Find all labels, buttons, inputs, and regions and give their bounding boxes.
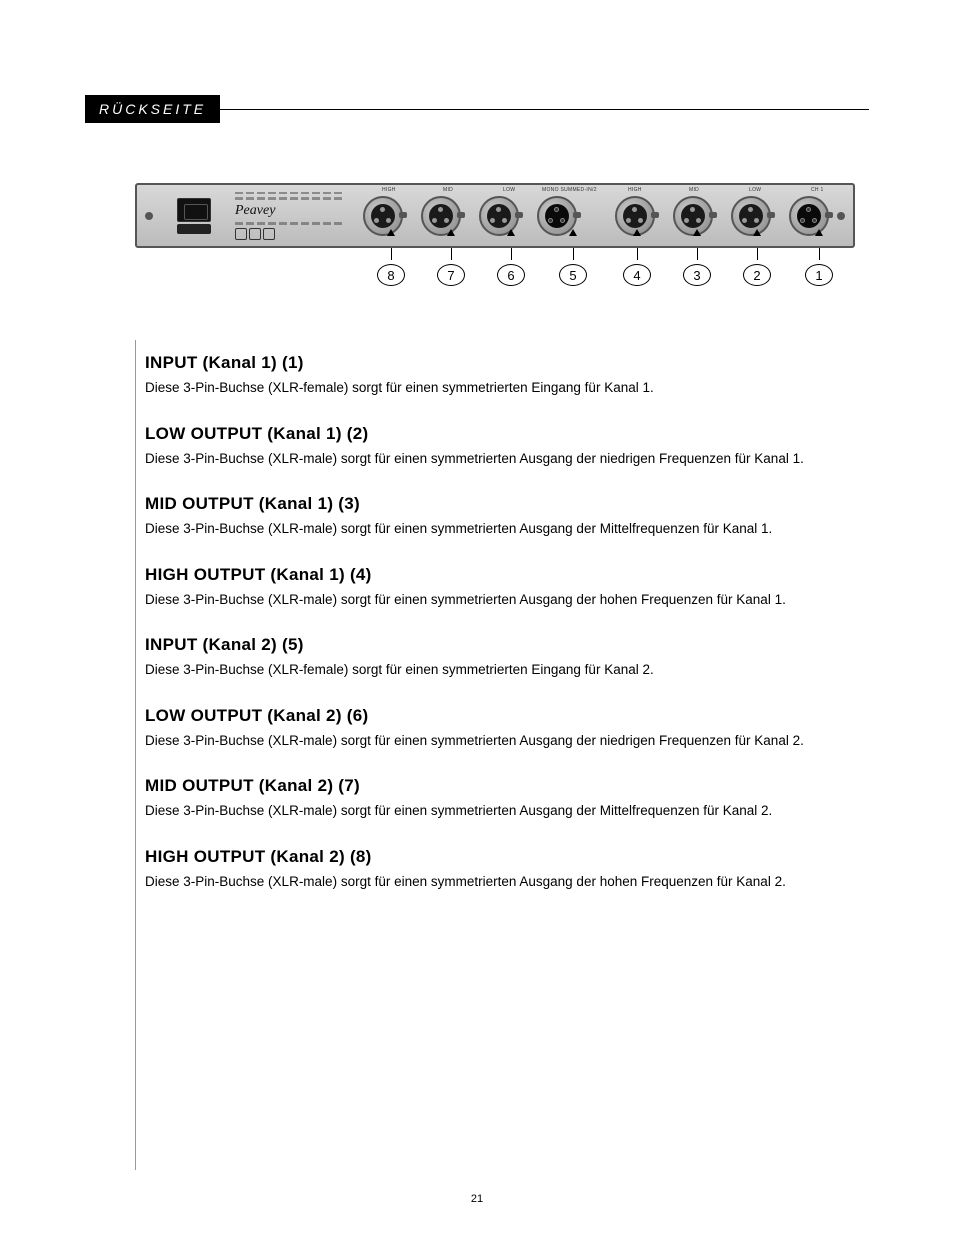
page-number: 21 [0,1193,954,1205]
panel-jack-label: MONO SUMMED-IN/2 [542,187,597,193]
callout-number: 8 [377,264,405,286]
section-header-tab: RÜCKSEITE [85,95,220,123]
description-section: HIGH OUTPUT (Kanal 2) (8) Diese 3-Pin-Buc… [145,847,859,892]
iec-inlet-icon [177,198,211,222]
panel-warning-text-icon [235,192,345,195]
callout-number: 3 [683,264,711,286]
section-header-row: RÜCKSEITE [85,95,869,123]
xlr-male-connector-icon [361,194,405,238]
callout-number: 6 [497,264,525,286]
panel-warning-text-icon [235,222,345,225]
vertical-rule [135,340,136,1170]
section-body: Diese 3-Pin-Buchse (XLR-male) sorgt für … [145,872,859,892]
panel-jack-label: MID [443,187,453,193]
arrow-up-icon [387,229,395,236]
callout-marker: 3 [683,248,711,286]
cert-badge-icon [235,228,247,240]
section-title: LOW OUTPUT (Kanal 2) (6) [145,706,859,726]
arrow-up-icon [753,229,761,236]
panel-jack-label: LOW [749,187,761,193]
arrow-up-icon [693,229,701,236]
screw-icon [837,212,845,220]
screw-icon [145,212,153,220]
section-header-rule [220,109,869,110]
section-body: Diese 3-Pin-Buchse (XLR-male) sorgt für … [145,519,859,539]
callout-number: 1 [805,264,833,286]
xlr-male-connector-icon [729,194,773,238]
panel-jack-label: HIGH [382,187,396,193]
callout-marker: 7 [437,248,465,286]
description-section: INPUT (Kanal 2) (5) Diese 3-Pin-Buchse (X… [145,635,859,680]
section-title: LOW OUTPUT (Kanal 1) (2) [145,424,859,444]
rear-panel-figure: Peavey HIGH MID LOW MONO SUMMED-IN/2 HIG… [135,183,855,303]
section-title: MID OUTPUT (Kanal 1) (3) [145,494,859,514]
callout-marker: 5 [559,248,587,286]
section-title: HIGH OUTPUT (Kanal 1) (4) [145,565,859,585]
panel-jack-label: HIGH [628,187,642,193]
panel-jack-label: CH 1 [811,187,824,193]
callout-number: 7 [437,264,465,286]
fuse-holder-icon [177,224,211,234]
section-title: MID OUTPUT (Kanal 2) (7) [145,776,859,796]
panel-logo-row: Peavey [235,203,345,219]
description-section: MID OUTPUT (Kanal 1) (3) Diese 3-Pin-Buch… [145,494,859,539]
arrow-line [511,248,512,260]
arrow-line [637,248,638,260]
page: RÜCKSEITE Peavey [0,0,954,1235]
section-title: INPUT (Kanal 1) (1) [145,353,859,373]
arrow-up-icon [569,229,577,236]
description-section: INPUT (Kanal 1) (1) Diese 3-Pin-Buchse (X… [145,353,859,398]
callout-marker: 1 [805,248,833,286]
rear-panel-chassis: Peavey HIGH MID LOW MONO SUMMED-IN/2 HIG… [135,183,855,248]
panel-label-block: Peavey [235,192,345,240]
callout-number: 2 [743,264,771,286]
arrow-line [757,248,758,260]
callout-row: 8 7 6 5 4 3 2 1 [135,248,855,303]
power-inlet-block [159,192,229,240]
description-section: MID OUTPUT (Kanal 2) (7) Diese 3-Pin-Buch… [145,776,859,821]
xlr-female-connector-icon [787,194,831,238]
section-body: Diese 3-Pin-Buchse (XLR-female) sorgt fü… [145,660,859,680]
arrow-up-icon [815,229,823,236]
arrow-line [697,248,698,260]
section-title: INPUT (Kanal 2) (5) [145,635,859,655]
section-body: Diese 3-Pin-Buchse (XLR-female) sorgt fü… [145,378,859,398]
arrow-line [451,248,452,260]
content-column: Peavey HIGH MID LOW MONO SUMMED-IN/2 HIG… [135,183,859,892]
arrow-up-icon [633,229,641,236]
panel-warning-text-icon [235,197,345,200]
description-section: LOW OUTPUT (Kanal 2) (6) Diese 3-Pin-Buch… [145,706,859,751]
arrow-line [819,248,820,260]
callout-marker: 6 [497,248,525,286]
section-body: Diese 3-Pin-Buchse (XLR-male) sorgt für … [145,731,859,751]
description-section: LOW OUTPUT (Kanal 1) (2) Diese 3-Pin-Buch… [145,424,859,469]
description-section: HIGH OUTPUT (Kanal 1) (4) Diese 3-Pin-Buc… [145,565,859,610]
arrow-up-icon [507,229,515,236]
section-title: HIGH OUTPUT (Kanal 2) (8) [145,847,859,867]
callout-marker: 2 [743,248,771,286]
panel-jack-label: MID [689,187,699,193]
callout-number: 5 [559,264,587,286]
arrow-line [391,248,392,260]
arrow-up-icon [447,229,455,236]
section-body: Diese 3-Pin-Buchse (XLR-male) sorgt für … [145,590,859,610]
xlr-male-connector-icon [419,194,463,238]
cert-badge-icon [263,228,275,240]
callout-marker: 8 [377,248,405,286]
description-sections: INPUT (Kanal 1) (1) Diese 3-Pin-Buchse (X… [145,353,859,892]
section-body: Diese 3-Pin-Buchse (XLR-male) sorgt für … [145,801,859,821]
panel-jack-label: LOW [503,187,515,193]
callout-number: 4 [623,264,651,286]
callout-marker: 4 [623,248,651,286]
brand-logo: Peavey [235,203,345,219]
cert-badges [235,228,275,240]
arrow-line [573,248,574,260]
section-body: Diese 3-Pin-Buchse (XLR-male) sorgt für … [145,449,859,469]
cert-badge-icon [249,228,261,240]
